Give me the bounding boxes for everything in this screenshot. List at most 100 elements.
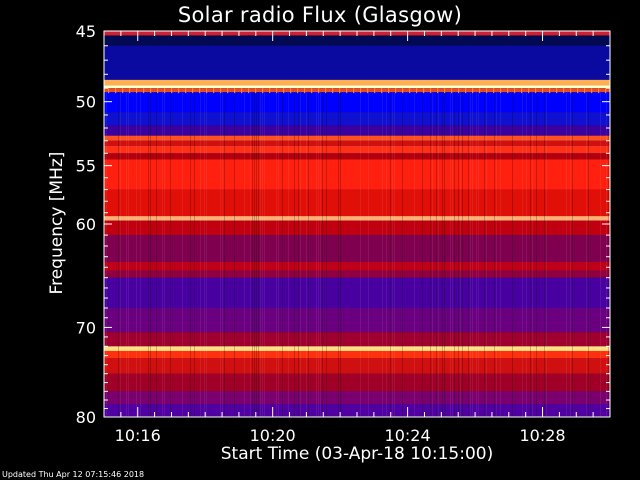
time-striation bbox=[368, 92, 369, 418]
interference-spike bbox=[255, 88, 257, 94]
time-striation bbox=[458, 92, 459, 418]
interference-spike bbox=[388, 88, 390, 94]
time-striation bbox=[422, 92, 423, 418]
interference-spike bbox=[374, 88, 376, 94]
x-tick-label: 10:24 bbox=[385, 426, 431, 445]
frequency-band bbox=[104, 140, 610, 146]
frequency-band bbox=[104, 135, 610, 141]
interference-spike bbox=[423, 88, 425, 94]
time-striation bbox=[586, 92, 587, 418]
time-striation bbox=[608, 92, 609, 418]
interference-spike bbox=[122, 88, 124, 94]
frequency-band bbox=[104, 358, 610, 374]
interference-spike bbox=[535, 88, 537, 94]
time-striation bbox=[182, 92, 183, 418]
frequency-band bbox=[104, 112, 610, 126]
time-striation bbox=[338, 92, 339, 418]
time-striation bbox=[484, 92, 485, 418]
time-striation bbox=[276, 92, 277, 418]
frequency-band bbox=[104, 220, 610, 236]
time-striation bbox=[476, 92, 477, 418]
interference-spike bbox=[584, 88, 586, 94]
interference-spike bbox=[269, 88, 271, 94]
interference-spike bbox=[290, 88, 292, 94]
frequency-band bbox=[104, 350, 610, 359]
time-striation bbox=[326, 92, 327, 418]
time-striation bbox=[438, 92, 439, 418]
interference-spike bbox=[332, 88, 334, 94]
time-striation bbox=[462, 92, 463, 418]
interference-spike bbox=[437, 88, 439, 94]
interference-spike bbox=[416, 88, 418, 94]
time-striation bbox=[318, 92, 319, 418]
time-striation bbox=[308, 92, 309, 418]
time-striation bbox=[454, 92, 455, 418]
time-striation bbox=[206, 92, 207, 418]
time-striation bbox=[472, 92, 473, 418]
frequency-band bbox=[104, 391, 610, 405]
interference-spike bbox=[451, 88, 453, 94]
time-striation bbox=[544, 92, 545, 418]
frequency-band bbox=[104, 92, 610, 113]
frequency-band bbox=[104, 88, 610, 93]
interference-spike bbox=[129, 88, 131, 94]
time-striation bbox=[258, 92, 259, 418]
interference-spike bbox=[143, 88, 145, 94]
time-striation bbox=[340, 92, 341, 418]
time-striation bbox=[128, 92, 129, 418]
interference-spike bbox=[346, 88, 348, 94]
time-striation bbox=[322, 92, 323, 418]
interference-spike bbox=[262, 88, 264, 94]
interference-spike bbox=[479, 88, 481, 94]
time-striation bbox=[526, 92, 527, 418]
time-striation bbox=[220, 92, 221, 418]
frequency-band bbox=[104, 145, 610, 154]
time-striation bbox=[264, 92, 265, 418]
time-striation bbox=[566, 92, 567, 418]
time-striation bbox=[402, 92, 403, 418]
interference-spike bbox=[192, 88, 194, 94]
time-striation bbox=[386, 92, 387, 418]
frequency-band bbox=[104, 235, 610, 263]
time-striation bbox=[436, 92, 437, 418]
time-striation bbox=[470, 92, 471, 418]
time-striation bbox=[254, 92, 255, 418]
frequency-band bbox=[104, 277, 610, 308]
time-striation bbox=[468, 92, 469, 418]
interference-spike bbox=[556, 88, 558, 94]
interference-spike bbox=[150, 88, 152, 94]
interference-spike bbox=[157, 88, 159, 94]
time-striation bbox=[164, 92, 165, 418]
time-striation bbox=[278, 92, 279, 418]
time-striation bbox=[244, 92, 245, 418]
y-tick-label: 50 bbox=[76, 93, 96, 112]
updated-timestamp: Updated Thu Apr 12 07:15:46 2018 bbox=[2, 470, 145, 479]
time-striation bbox=[390, 92, 391, 418]
interference-spike bbox=[563, 88, 565, 94]
interference-spike bbox=[444, 88, 446, 94]
time-striation bbox=[572, 92, 573, 418]
x-tick-label: 10:16 bbox=[115, 426, 161, 445]
chart-title: Solar radio Flux (Glasgow) bbox=[177, 3, 463, 27]
time-striation bbox=[320, 92, 321, 418]
time-striation bbox=[256, 92, 257, 418]
interference-spike bbox=[486, 88, 488, 94]
interference-spike bbox=[227, 88, 229, 94]
time-striation bbox=[282, 92, 283, 418]
interference-spike bbox=[500, 88, 502, 94]
time-striation bbox=[170, 92, 171, 418]
interference-spike bbox=[598, 88, 600, 94]
time-striation bbox=[494, 92, 495, 418]
y-tick-label: 45 bbox=[76, 22, 96, 41]
interference-spike bbox=[304, 88, 306, 94]
time-striation bbox=[262, 92, 263, 418]
y-axis-label: Frequency [MHz] bbox=[47, 151, 67, 295]
time-striation bbox=[392, 92, 393, 418]
frequency-band bbox=[104, 79, 610, 86]
frequency-band bbox=[104, 307, 610, 333]
interference-spike bbox=[360, 88, 362, 94]
interference-spike bbox=[472, 88, 474, 94]
time-striation bbox=[442, 92, 443, 418]
interference-spike bbox=[507, 88, 509, 94]
interference-spike bbox=[402, 88, 404, 94]
